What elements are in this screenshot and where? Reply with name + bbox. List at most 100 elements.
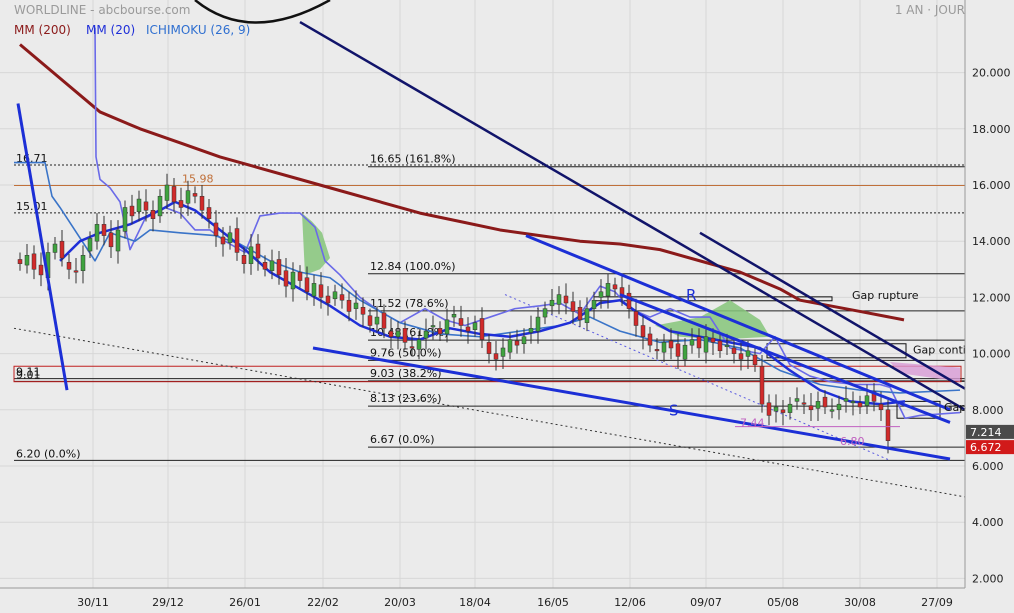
candle-body <box>185 190 191 204</box>
trend-lines <box>16 0 966 461</box>
candle-body <box>101 224 107 236</box>
trend-line <box>525 234 951 412</box>
candle-body <box>829 409 835 412</box>
candle-body <box>66 262 72 270</box>
candle-body <box>87 238 93 252</box>
annotation-label: Gap <box>944 401 966 414</box>
y-tick-label: 18.000 <box>972 123 1011 136</box>
candle-body <box>444 319 450 335</box>
candle-body <box>717 340 723 352</box>
candle-body <box>311 283 317 297</box>
candle-body <box>17 259 23 264</box>
x-tick-label: 22/02 <box>307 596 339 609</box>
candle-body <box>465 326 471 332</box>
fib-level-label: 11.52 (78.6%) <box>370 297 449 310</box>
mm200-line <box>19 43 905 322</box>
candle-body <box>864 395 870 406</box>
candle-body <box>171 186 177 203</box>
candle-body <box>164 184 170 201</box>
x-tick-label: 16/05 <box>537 596 569 609</box>
candle-body <box>689 339 695 346</box>
x-tick-label: 30/11 <box>77 596 109 609</box>
y-tick-label: 14.000 <box>972 235 1011 248</box>
price-tag-label: 6.672 <box>970 441 1002 454</box>
candle-body <box>360 306 366 315</box>
candle-body <box>885 409 891 441</box>
level-label: 9.01 <box>16 368 41 381</box>
candle-body <box>129 205 135 217</box>
candle-body <box>703 336 709 353</box>
x-tick-label: 09/07 <box>690 596 722 609</box>
x-tick-label: 26/01 <box>229 596 261 609</box>
candle-body <box>430 325 436 328</box>
candle-body <box>178 200 184 208</box>
candle-body <box>346 299 352 312</box>
candle-body <box>213 222 219 236</box>
fib-level-label: 16.65 (161.8%) <box>370 153 456 166</box>
annotation-label: R <box>686 286 696 304</box>
candle-body <box>122 207 128 232</box>
candle-body <box>206 207 212 219</box>
annotations: R S 7.44 6.80 Gap rupture Gap conti Gap <box>669 286 966 448</box>
candle-body <box>24 255 30 266</box>
candle-body <box>283 270 289 287</box>
x-tick-label: 20/03 <box>384 596 416 609</box>
candle-body <box>619 287 625 298</box>
candle-body <box>31 253 37 270</box>
candle-body <box>521 336 527 345</box>
candle-body <box>535 316 541 332</box>
candle-body <box>73 270 79 273</box>
candle-body <box>731 347 737 354</box>
candle-body <box>423 330 429 339</box>
candle-body <box>395 330 401 337</box>
price-tag-bg <box>966 440 1014 455</box>
gap-box <box>896 400 941 419</box>
candle-body <box>850 401 856 404</box>
candle-body <box>794 398 800 402</box>
trend-line <box>299 20 966 411</box>
candle-body <box>808 405 814 411</box>
candle-body <box>514 340 520 346</box>
candle-body <box>486 342 492 354</box>
candle-body <box>493 353 499 360</box>
level-label: 15.01 <box>16 200 48 213</box>
candle-body <box>332 291 338 300</box>
candle-body <box>339 294 345 301</box>
price-tag-bg <box>966 424 1014 439</box>
x-tick-label: 12/06 <box>614 596 646 609</box>
candle-body <box>815 401 821 409</box>
candle-body <box>549 299 555 307</box>
candle-body <box>409 346 415 349</box>
candle-body <box>801 402 807 405</box>
orange-level-label: 15.98 <box>182 173 214 186</box>
horizontal-levels: 16.65 (161.8%) 12.84 (100.0%) 11.52 (78.6%… <box>13 152 966 498</box>
candle-body <box>752 354 758 366</box>
fib-level-label: 12.84 (100.0%) <box>370 260 456 273</box>
candle-body <box>115 229 121 252</box>
y-tick-label: 20.000 <box>972 67 1011 80</box>
top-arc <box>194 0 331 24</box>
x-tick-label: 30/08 <box>844 596 876 609</box>
legend-ichimoku[interactable]: ICHIMOKU (26, 9) <box>146 23 250 37</box>
x-tick-label: 29/12 <box>152 596 184 609</box>
ichimoku-line-1 <box>94 27 961 420</box>
candle-body <box>59 240 65 259</box>
annotation-label: S <box>669 401 679 419</box>
candle-body <box>472 322 478 330</box>
candle-body <box>773 406 779 412</box>
candle-body <box>745 350 751 357</box>
legend-mm20[interactable]: MM (20) <box>86 23 135 37</box>
candle-body <box>367 315 373 326</box>
period-label[interactable]: 1 AN · JOUR <box>895 3 965 17</box>
candle-body <box>661 342 667 353</box>
trend-line <box>699 231 966 390</box>
candle-body <box>262 262 268 270</box>
candle-body <box>192 193 198 197</box>
fib-level-label: 8.13 (23.6%) <box>370 392 442 405</box>
candle-body <box>269 260 275 271</box>
legend-mm200[interactable]: MM (200) <box>14 23 71 37</box>
candlesticks <box>17 173 891 454</box>
y-tick-label: 12.000 <box>972 291 1011 304</box>
